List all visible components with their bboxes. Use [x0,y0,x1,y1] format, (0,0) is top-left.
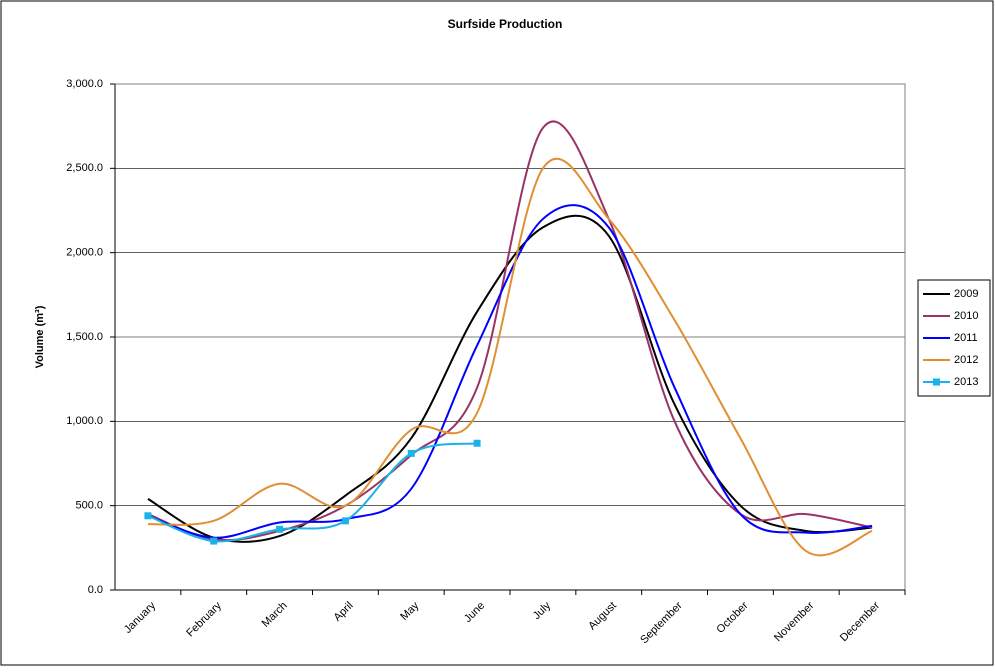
series-marker [341,517,349,525]
legend-label: 2009 [954,288,978,300]
y-tick-label: 1,500.0 [66,331,103,343]
y-tick-label: 1,000.0 [66,415,103,427]
series-marker [276,525,284,533]
y-tick-label: 2,500.0 [66,162,103,174]
legend-label: 2010 [954,310,978,322]
series-line [147,158,873,557]
series-line [147,204,873,539]
series-line [147,442,478,543]
legend-label: 2011 [954,332,978,344]
y-axis-label: Volume (m³) [34,305,46,368]
chart-title: Surfside Production [448,17,563,31]
series-marker [407,449,415,457]
series-marker [144,512,152,520]
y-tick-label: 0.0 [88,584,103,596]
y-tick-label: 3,000.0 [66,78,103,90]
y-tick-label: 500.0 [75,500,103,512]
series-marker [473,439,481,447]
legend-label: 2013 [954,376,978,388]
legend-marker [933,378,940,386]
series-marker [210,537,218,545]
y-tick-label: 2,000.0 [66,247,103,259]
legend-label: 2012 [954,354,978,366]
